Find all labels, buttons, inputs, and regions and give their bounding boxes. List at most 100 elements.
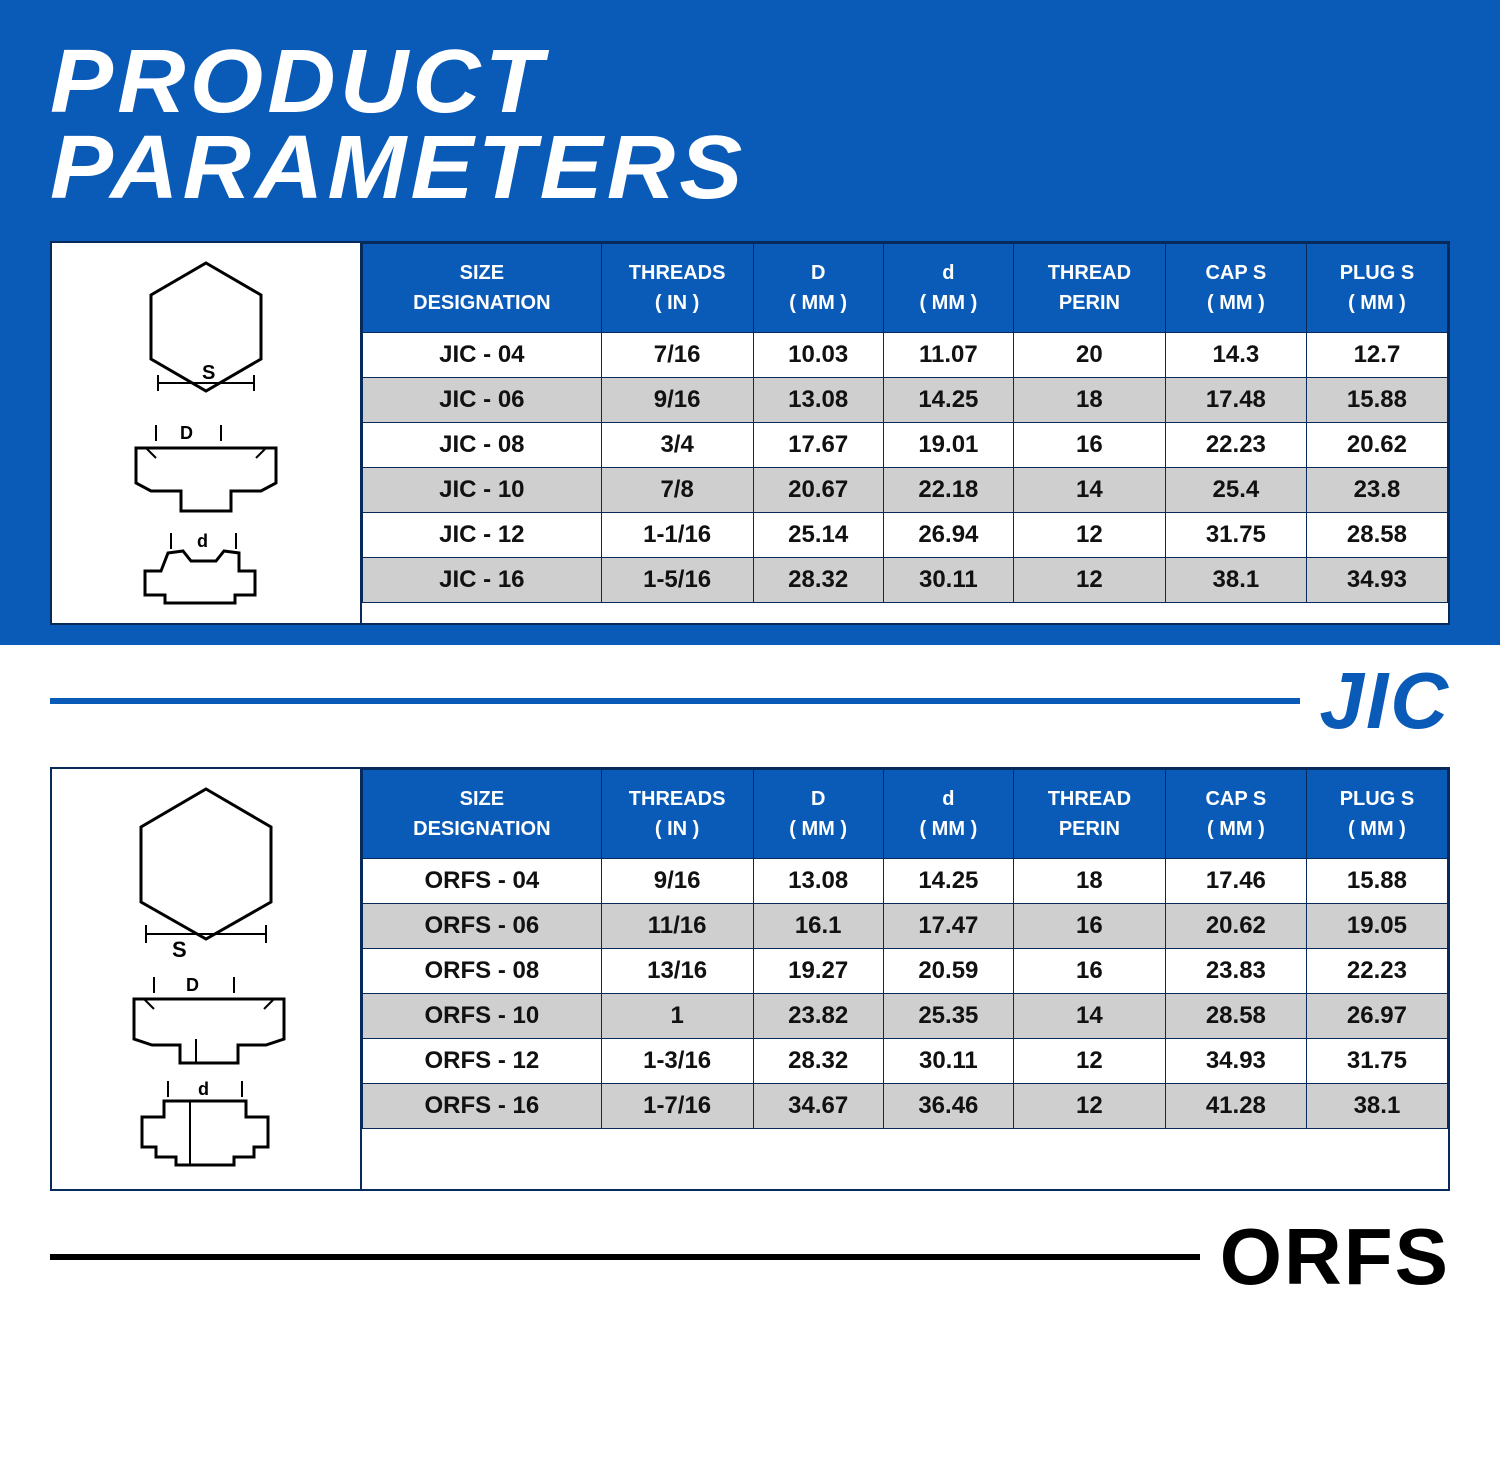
orfs-cell: 13/16 (601, 949, 753, 994)
diagram-label-D: D (180, 423, 193, 443)
orfs-cell: 26.97 (1306, 994, 1447, 1039)
orfs-table-row: ORFS - 10123.8225.351428.5826.97 (363, 994, 1448, 1039)
jic-panel: S D d SIZEDESIGNATIONT (50, 241, 1450, 625)
orfs-cell: 12 (1013, 1039, 1165, 1084)
col-header-line2: ( MM ) (1311, 814, 1443, 844)
jic-table-body: JIC - 047/1610.0311.072014.312.7JIC - 06… (363, 333, 1448, 603)
orfs-cell: 1 (601, 994, 753, 1039)
orfs-cell: 19.05 (1306, 904, 1447, 949)
jic-cell: 20.67 (753, 468, 883, 513)
orfs-table-row: ORFS - 121-3/1628.3230.111234.9331.75 (363, 1039, 1448, 1084)
jic-section: S D d SIZEDESIGNATIONT (0, 241, 1500, 645)
col-header-line2: ( MM ) (1170, 288, 1302, 318)
jic-col-header: THREADS( IN ) (601, 244, 753, 333)
col-header-line2: ( MM ) (1311, 288, 1443, 318)
orfs-cell: 13.08 (753, 859, 883, 904)
jic-cell: 3/4 (601, 423, 753, 468)
jic-cell: 11.07 (883, 333, 1013, 378)
orfs-cell: 12 (1013, 1084, 1165, 1129)
orfs-cell: 1-7/16 (601, 1084, 753, 1129)
jic-cell: 12 (1013, 558, 1165, 603)
jic-cell: 15.88 (1306, 378, 1447, 423)
jic-cell: 25.4 (1165, 468, 1306, 513)
jic-cell: 14 (1013, 468, 1165, 513)
jic-col-header: PLUG S( MM ) (1306, 244, 1447, 333)
orfs-cell: ORFS - 16 (363, 1084, 602, 1129)
jic-cell: 13.08 (753, 378, 883, 423)
jic-table: SIZEDESIGNATIONTHREADS( IN )D( MM )d( MM… (362, 243, 1448, 603)
jic-cell: 20.62 (1306, 423, 1447, 468)
col-header-line1: D (758, 784, 879, 814)
col-header-line1: D (758, 258, 879, 288)
jic-cell: JIC - 12 (363, 513, 602, 558)
jic-cell: JIC - 04 (363, 333, 602, 378)
orfs-table-row: ORFS - 0611/1616.117.471620.6219.05 (363, 904, 1448, 949)
jic-col-header: CAP S( MM ) (1165, 244, 1306, 333)
orfs-table-head: SIZEDESIGNATIONTHREADS( IN )D( MM )d( MM… (363, 770, 1448, 859)
orfs-cell: 20.62 (1165, 904, 1306, 949)
orfs-cell: 17.46 (1165, 859, 1306, 904)
col-header-line2: DESIGNATION (367, 814, 597, 844)
orfs-cell: ORFS - 04 (363, 859, 602, 904)
jic-label: JIC (1320, 655, 1451, 747)
orfs-col-header: d( MM ) (883, 770, 1013, 859)
col-header-line1: THREADS (606, 784, 749, 814)
orfs-col-header: CAP S( MM ) (1165, 770, 1306, 859)
orfs-cell: 28.32 (753, 1039, 883, 1084)
jic-cell: JIC - 06 (363, 378, 602, 423)
col-header-line1: SIZE (367, 258, 597, 288)
diagram-label-S: S (172, 937, 187, 962)
orfs-cell: 14.25 (883, 859, 1013, 904)
jic-cell: 22.23 (1165, 423, 1306, 468)
orfs-cell: 16.1 (753, 904, 883, 949)
jic-table-wrapper: SIZEDESIGNATIONTHREADS( IN )D( MM )d( MM… (362, 243, 1448, 623)
diagram-label-D: D (186, 975, 199, 995)
orfs-cell: 19.27 (753, 949, 883, 994)
jic-cell: 38.1 (1165, 558, 1306, 603)
orfs-cell: 20.59 (883, 949, 1013, 994)
jic-cell: 28.58 (1306, 513, 1447, 558)
orfs-col-header: THREADS( IN ) (601, 770, 753, 859)
col-header-line2: PERIN (1018, 288, 1161, 318)
jic-cell: 14.25 (883, 378, 1013, 423)
hero-banner: PRODUCT PARAMETERS (0, 0, 1500, 241)
orfs-cell: 41.28 (1165, 1084, 1306, 1129)
col-header-line1: PLUG S (1311, 784, 1443, 814)
orfs-cell: 14 (1013, 994, 1165, 1039)
orfs-table-row: ORFS - 161-7/1634.6736.461241.2838.1 (363, 1084, 1448, 1129)
orfs-col-header: THREADPERIN (1013, 770, 1165, 859)
jic-cell: 18 (1013, 378, 1165, 423)
jic-cell: 12 (1013, 513, 1165, 558)
orfs-cell: ORFS - 08 (363, 949, 602, 994)
orfs-diagram-cell: S D d (52, 769, 362, 1189)
col-header-line2: DESIGNATION (367, 288, 597, 318)
orfs-cell: ORFS - 10 (363, 994, 602, 1039)
jic-cell: 17.48 (1165, 378, 1306, 423)
orfs-diagram-icon: S D d (76, 779, 336, 1179)
col-header-line1: d (888, 258, 1009, 288)
col-header-line1: THREAD (1018, 258, 1161, 288)
orfs-section: S D d (0, 747, 1500, 1206)
col-header-line2: ( IN ) (606, 288, 749, 318)
col-header-line1: PLUG S (1311, 258, 1443, 288)
orfs-cell: 11/16 (601, 904, 753, 949)
orfs-cell: 16 (1013, 904, 1165, 949)
jic-cell: JIC - 16 (363, 558, 602, 603)
jic-table-row: JIC - 083/417.6719.011622.2320.62 (363, 423, 1448, 468)
jic-table-row: JIC - 121-1/1625.1426.941231.7528.58 (363, 513, 1448, 558)
jic-divider: JIC (0, 655, 1500, 747)
jic-cell: 14.3 (1165, 333, 1306, 378)
col-header-line1: THREAD (1018, 784, 1161, 814)
jic-cell: 30.11 (883, 558, 1013, 603)
col-header-line1: THREADS (606, 258, 749, 288)
orfs-cell: ORFS - 12 (363, 1039, 602, 1084)
jic-cell: 26.94 (883, 513, 1013, 558)
jic-col-header: D( MM ) (753, 244, 883, 333)
jic-col-header: SIZEDESIGNATION (363, 244, 602, 333)
diagram-label-d: d (198, 1079, 209, 1099)
orfs-cell: 9/16 (601, 859, 753, 904)
page-title: PRODUCT PARAMETERS (50, 40, 1500, 211)
jic-cell: 12.7 (1306, 333, 1447, 378)
jic-table-head: SIZEDESIGNATIONTHREADS( IN )D( MM )d( MM… (363, 244, 1448, 333)
orfs-label: ORFS (1220, 1211, 1450, 1303)
